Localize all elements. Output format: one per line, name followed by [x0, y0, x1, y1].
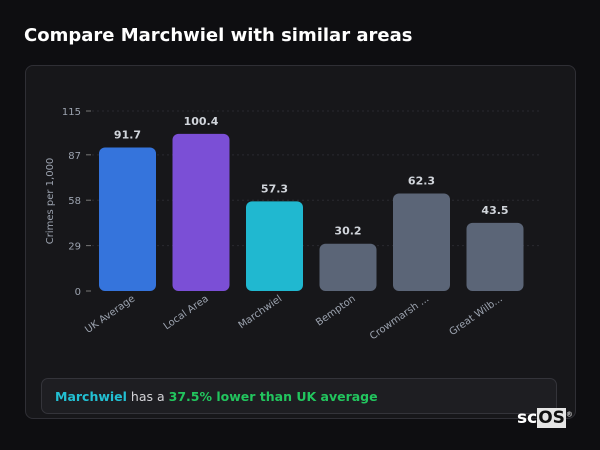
y-axis-label: Crimes per 1,000 — [45, 158, 56, 245]
y-tick-label: 58 — [68, 196, 81, 207]
scos-logo: scOS® — [517, 408, 573, 428]
x-tick-label: UK Average — [83, 293, 137, 335]
x-tick-label: Crowmarsh ... — [368, 293, 431, 342]
comparison-summary: Marchwiel has a 37.5% lower than UK aver… — [41, 378, 557, 414]
x-tick-label: Great Wilb... — [448, 293, 505, 338]
bar — [172, 133, 230, 291]
data-label: 30.2 — [334, 225, 361, 238]
page-title: Compare Marchwiel with similar areas — [24, 25, 413, 46]
bar — [393, 193, 450, 291]
y-tick-label: 0 — [75, 287, 81, 298]
bar — [246, 201, 303, 291]
data-label: 57.3 — [261, 182, 288, 195]
y-tick-label: 29 — [68, 242, 81, 253]
data-label: 91.7 — [114, 128, 141, 141]
x-tick-label: Marchwiel — [237, 293, 285, 331]
bar — [319, 243, 377, 291]
data-label: 100.4 — [184, 115, 219, 128]
summary-place: Marchwiel — [55, 389, 127, 404]
summary-comparison: 37.5% lower than UK average — [168, 389, 378, 404]
y-tick-label: 115 — [62, 107, 81, 118]
summary-text: has a — [126, 389, 169, 404]
bar — [466, 222, 524, 291]
bar — [99, 147, 156, 291]
data-label: 62.3 — [408, 174, 435, 187]
y-tick-label: 87 — [68, 151, 81, 162]
x-tick-label: Local Area — [162, 293, 211, 332]
data-label: 43.5 — [481, 204, 508, 217]
x-tick-label: Bempton — [314, 293, 358, 328]
